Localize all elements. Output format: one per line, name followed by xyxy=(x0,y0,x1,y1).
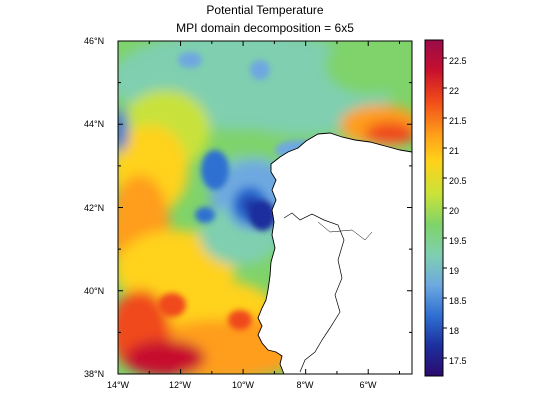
y-tick-label: 46°N xyxy=(84,36,105,46)
colorbar-label: 20.5 xyxy=(449,176,467,186)
x-tick-label: 12°W xyxy=(168,380,192,390)
colorbar-ticks xyxy=(443,57,447,359)
colorbar-label: 18.5 xyxy=(449,296,467,306)
colorbar-label: 22.5 xyxy=(449,56,467,66)
colorbar-label: 20 xyxy=(449,206,460,216)
colorbar-label: 19.5 xyxy=(449,236,467,246)
y-tick-label: 44°N xyxy=(84,119,105,129)
land-mask xyxy=(257,132,412,374)
colorbar-label: 22 xyxy=(449,86,460,96)
colorbar-label: 21.5 xyxy=(449,116,467,126)
colorbar-label: 18 xyxy=(449,326,460,336)
axis-ticks xyxy=(117,40,412,375)
border-lines xyxy=(283,212,345,373)
y-tick-label: 42°N xyxy=(84,203,105,213)
y-tick-label: 40°N xyxy=(84,286,105,296)
colorbar xyxy=(424,39,444,377)
map-subtitle: MPI domain decomposition = 6x5 xyxy=(176,21,354,35)
temperature-field xyxy=(118,41,412,374)
x-tick-label: 14°W xyxy=(106,380,130,390)
y-tick-label: 38°N xyxy=(84,369,105,379)
colorbar-label: 21 xyxy=(449,146,460,156)
colorbar-label: 17.5 xyxy=(449,356,467,366)
colorbar-label: 19 xyxy=(449,266,460,276)
map-title: Potential Temperature xyxy=(206,3,324,17)
x-tick-label: 6°W xyxy=(359,380,377,390)
x-tick-label: 8°W xyxy=(296,380,314,390)
x-tick-label: 10°W xyxy=(231,380,255,390)
